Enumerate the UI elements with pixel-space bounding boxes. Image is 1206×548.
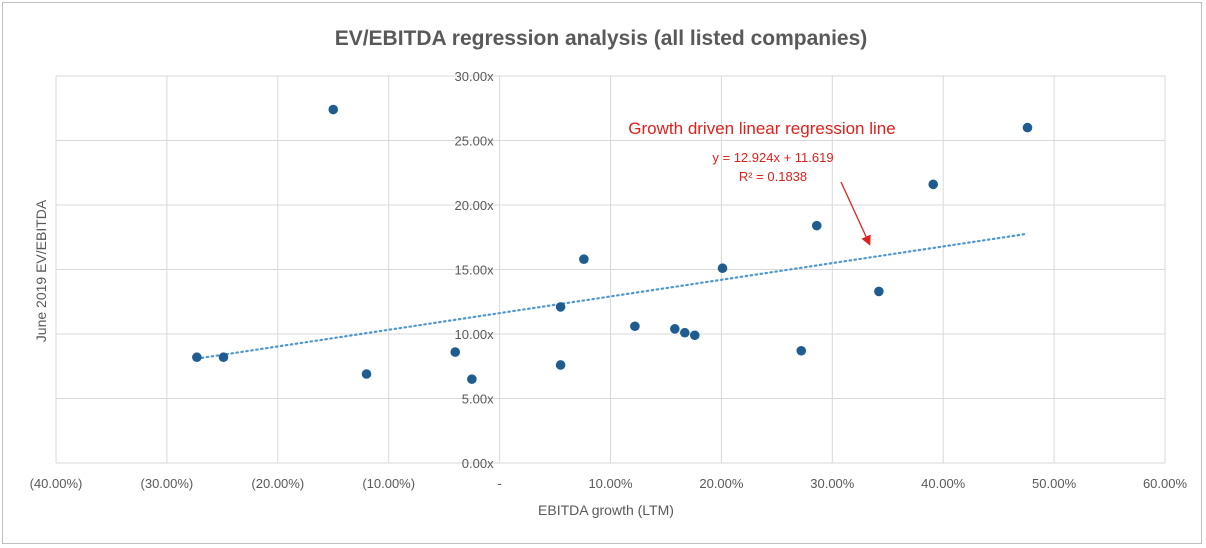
regression-trendline	[195, 232, 1029, 360]
regression-equation: y = 12.924x + 11.619	[712, 150, 833, 165]
data-point	[192, 352, 202, 363]
x-tick-label: (40.00%)	[30, 476, 83, 491]
data-point	[467, 374, 477, 384]
scatter-chart: EV/EBITDA regression analysis (all liste…	[30, 27, 1188, 518]
data-point	[328, 104, 339, 115]
x-tick-label: 50.00%	[1032, 476, 1077, 491]
y-tick-label: 30.00x	[455, 69, 495, 84]
y-axis-title: June 2019 EV/EBITDA	[33, 199, 49, 342]
x-tick-label: 60.00%	[1143, 476, 1188, 491]
data-point	[796, 345, 807, 356]
x-tick-label: 10.00%	[588, 476, 633, 491]
x-tick-label: 40.00%	[921, 476, 966, 491]
gridlines	[55, 75, 1166, 464]
data-point	[717, 263, 728, 274]
y-tick-label: 15.00x	[455, 263, 495, 278]
x-axis-ticks: (40.00%) (30.00%) (20.00%) (10.00%) - 10.00% 2…	[30, 476, 1188, 491]
x-tick-label: (10.00%)	[362, 476, 415, 491]
y-tick-label: 0.00x	[462, 456, 494, 471]
data-point	[670, 324, 680, 334]
y-axis-ticks: 0.00x 5.00x 10.00x 15.00x 20.00x 25.00x 30.00x	[455, 69, 495, 471]
x-tick-label: -	[497, 476, 501, 491]
x-tick-label: (20.00%)	[251, 476, 304, 491]
data-point	[928, 179, 939, 190]
regression-headline: Growth driven linear regression line	[628, 119, 895, 138]
data-point	[450, 347, 461, 357]
data-point	[555, 360, 566, 370]
data-point	[874, 286, 884, 297]
y-tick-label: 5.00x	[462, 392, 494, 407]
data-point	[630, 321, 640, 332]
x-tick-label: 30.00%	[810, 476, 855, 491]
trendline-group	[195, 232, 1029, 360]
regression-r-squared: R² = 0.1838	[739, 169, 807, 184]
x-tick-label: 20.00%	[699, 476, 744, 491]
y-tick-label: 10.00x	[455, 327, 495, 342]
y-tick-label: 25.00x	[455, 134, 495, 149]
data-points	[192, 104, 1033, 384]
data-point	[1022, 122, 1033, 133]
y-tick-label: 20.00x	[455, 198, 495, 213]
data-point	[555, 302, 566, 312]
data-point	[689, 330, 700, 341]
data-point	[680, 327, 690, 338]
data-point	[218, 352, 229, 363]
data-point	[579, 254, 589, 264]
annotation-arrow	[840, 181, 871, 246]
data-point	[811, 220, 822, 231]
chart-title: EV/EBITDA regression analysis (all liste…	[335, 27, 868, 50]
x-axis-title: EBITDA growth (LTM)	[538, 502, 674, 518]
x-tick-label: (30.00%)	[141, 476, 194, 491]
data-point	[361, 369, 372, 379]
